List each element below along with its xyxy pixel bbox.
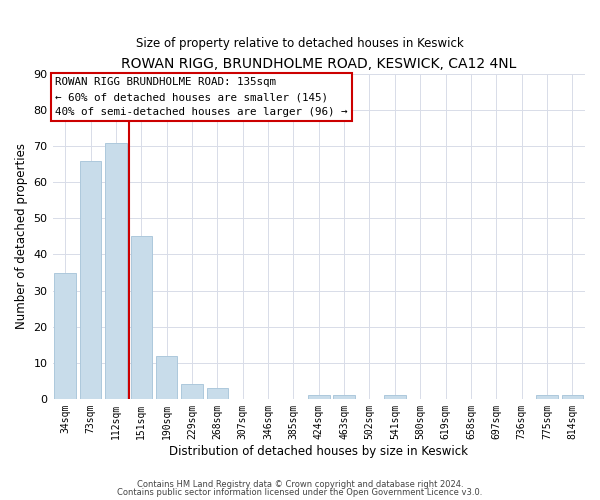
Bar [80, 160, 101, 399]
Text: ROWAN RIGG BRUNDHOLME ROAD: 135sqm
← 60% of detached houses are smaller (145)
40: ROWAN RIGG BRUNDHOLME ROAD: 135sqm ← 60%… [55, 78, 348, 117]
Y-axis label: Number of detached properties: Number of detached properties [15, 144, 28, 330]
Bar [308, 395, 329, 399]
Bar [156, 356, 178, 399]
Bar [55, 272, 76, 399]
Bar [206, 388, 228, 399]
Bar [562, 395, 583, 399]
Bar [536, 395, 558, 399]
Text: Contains HM Land Registry data © Crown copyright and database right 2024.: Contains HM Land Registry data © Crown c… [137, 480, 463, 489]
Title: ROWAN RIGG, BRUNDHOLME ROAD, KESWICK, CA12 4NL: ROWAN RIGG, BRUNDHOLME ROAD, KESWICK, CA… [121, 58, 517, 71]
Bar [131, 236, 152, 399]
Bar [105, 142, 127, 399]
Text: Size of property relative to detached houses in Keswick: Size of property relative to detached ho… [136, 38, 464, 51]
X-axis label: Distribution of detached houses by size in Keswick: Distribution of detached houses by size … [169, 444, 468, 458]
Bar [334, 395, 355, 399]
Bar [181, 384, 203, 399]
Text: Contains public sector information licensed under the Open Government Licence v3: Contains public sector information licen… [118, 488, 482, 497]
Bar [384, 395, 406, 399]
